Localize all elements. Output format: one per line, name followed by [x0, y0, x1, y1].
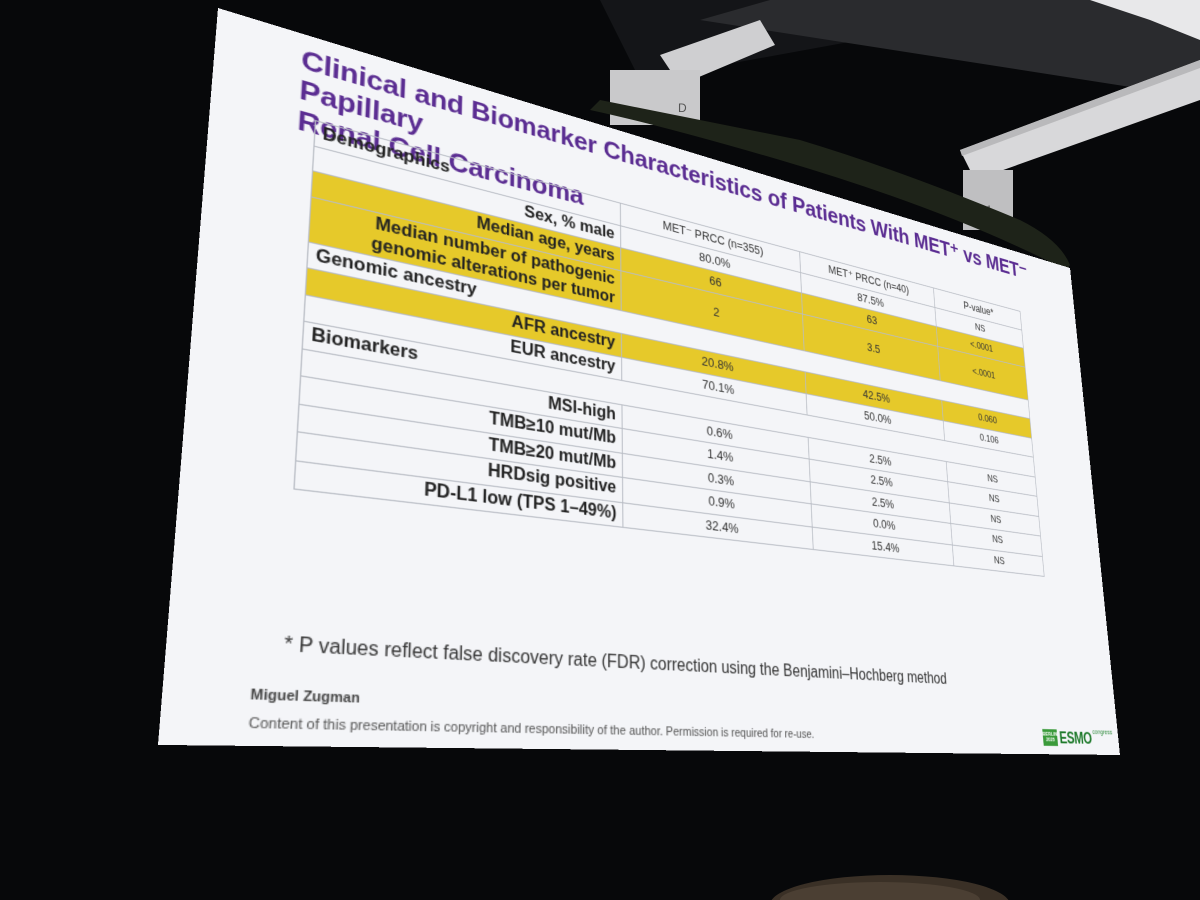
- ceiling-beam: [700, 0, 1200, 90]
- logo-brand: ESMO: [1058, 728, 1093, 747]
- esmo-congress-logo: BERLIN 2025 ESMO congress: [1042, 726, 1113, 749]
- ceiling-rail-left: [660, 20, 775, 85]
- copyright-notice: Content of this presentation is copyrigh…: [248, 715, 815, 742]
- audience-hair: [780, 882, 980, 900]
- foliage-decor: [590, 100, 1070, 270]
- logo-suffix: congress: [1091, 727, 1113, 737]
- sign-d: D: [678, 101, 687, 115]
- logo-box: BERLIN 2025: [1042, 729, 1059, 747]
- footnote: * P values reflect false discovery rate …: [283, 634, 948, 688]
- author-name: Miguel Zugman: [249, 687, 361, 707]
- ceiling-rail-edge: [960, 60, 1200, 156]
- ceiling-rail-top: [1090, 0, 1200, 40]
